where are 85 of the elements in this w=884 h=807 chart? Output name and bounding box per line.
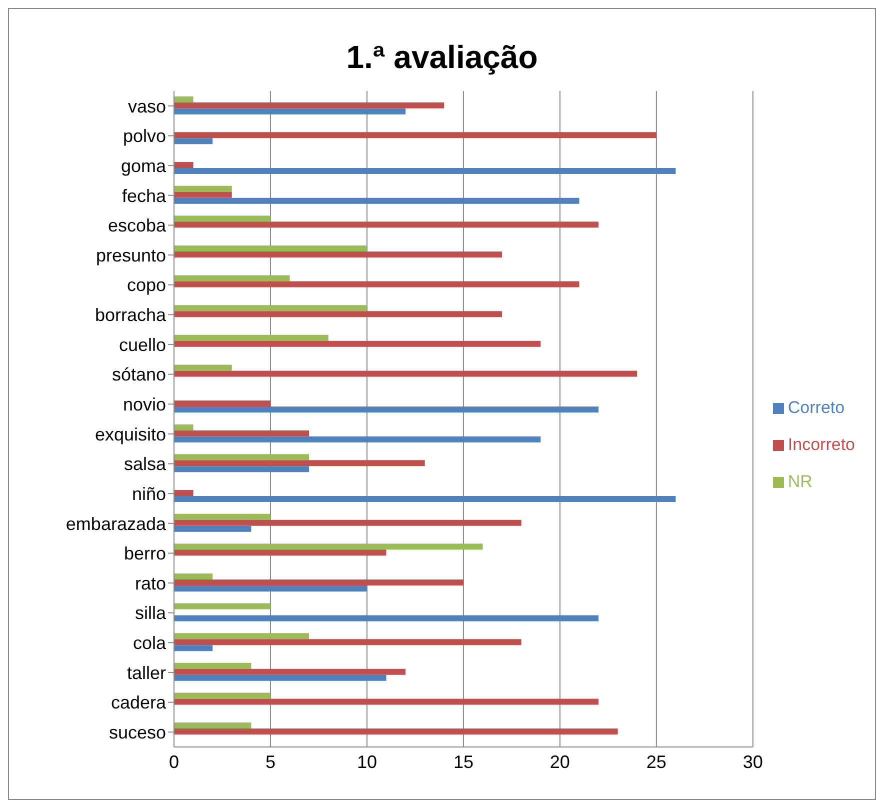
y-tick-label: silla <box>134 603 167 624</box>
y-tick-label: presunto <box>96 245 166 266</box>
bar <box>174 108 406 114</box>
x-tick-label: 15 <box>453 752 474 772</box>
bar <box>174 460 425 466</box>
bar <box>174 334 328 341</box>
bar <box>174 406 599 413</box>
bar <box>174 186 232 192</box>
legend-label: Correto <box>788 398 845 416</box>
bar <box>174 639 522 646</box>
x-tick-label: 5 <box>265 752 276 772</box>
bar <box>174 573 213 580</box>
y-tick-label: suceso <box>108 722 166 742</box>
y-tick-label: sótano <box>112 364 166 385</box>
bar <box>174 340 541 347</box>
bar <box>174 544 483 550</box>
legend-label: NR <box>788 472 812 490</box>
y-tick-label: novio <box>122 394 166 414</box>
bar <box>174 102 444 108</box>
bar <box>174 400 270 407</box>
bar <box>174 692 270 699</box>
bar <box>174 668 406 675</box>
bar <box>174 192 232 198</box>
y-tick-label: cadera <box>110 692 167 713</box>
bar <box>174 162 194 168</box>
bar <box>174 311 502 318</box>
y-tick-label: taller <box>126 662 166 683</box>
y-tick-label: borracha <box>94 305 167 326</box>
bar <box>174 424 194 430</box>
bar <box>174 698 599 705</box>
legend-label: Incorreto <box>788 434 855 454</box>
bar <box>174 496 676 502</box>
bar <box>174 615 599 622</box>
y-tick-label: cuello <box>118 334 166 355</box>
bar <box>174 436 541 442</box>
y-tick-label: cola <box>132 633 167 654</box>
y-tick-label: vaso <box>128 96 166 116</box>
bar <box>174 526 252 532</box>
x-tick-label: 0 <box>168 752 180 772</box>
bar <box>174 216 270 222</box>
bar <box>174 514 270 520</box>
y-tick-label: embarazada <box>66 514 167 534</box>
bar <box>174 370 638 377</box>
y-tick-label: copo <box>126 275 166 296</box>
bar <box>174 603 270 610</box>
x-tick-label: 30 <box>742 752 763 772</box>
y-tick-label: berro <box>124 544 166 564</box>
bar <box>174 96 194 102</box>
bar <box>174 245 367 252</box>
bar <box>174 168 676 174</box>
chart-title: 1.ª avaliação <box>345 38 539 77</box>
bar <box>174 275 290 282</box>
bar <box>174 728 618 735</box>
y-tick-label: salsa <box>124 454 167 474</box>
bar <box>174 662 252 669</box>
y-tick-label: exquisito <box>94 424 166 444</box>
y-tick-label: rato <box>134 573 166 594</box>
bar <box>174 466 310 472</box>
bar <box>174 579 464 586</box>
bar <box>174 722 252 729</box>
y-tick-label: niño <box>132 484 166 504</box>
bar <box>174 305 367 312</box>
bar <box>174 281 580 288</box>
y-tick-label: polvo <box>122 126 166 146</box>
y-tick-label: fecha <box>122 186 167 206</box>
bar <box>174 364 232 371</box>
y-tick-label: escoba <box>108 216 167 236</box>
bar <box>174 138 213 144</box>
bar <box>174 585 367 592</box>
bar <box>174 550 386 556</box>
bar <box>174 633 310 640</box>
bar <box>174 645 213 652</box>
y-tick-label: goma <box>120 156 167 176</box>
x-tick-label: 10 <box>356 752 377 772</box>
x-tick-label: 20 <box>550 752 570 772</box>
x-tick-label: 25 <box>646 752 666 772</box>
bar <box>174 132 656 138</box>
bar <box>174 520 522 526</box>
bar <box>174 454 310 460</box>
bar <box>174 674 386 681</box>
bar <box>174 430 310 436</box>
bar <box>174 198 580 204</box>
bar <box>174 490 194 496</box>
bar <box>174 251 502 258</box>
bar <box>174 222 599 228</box>
